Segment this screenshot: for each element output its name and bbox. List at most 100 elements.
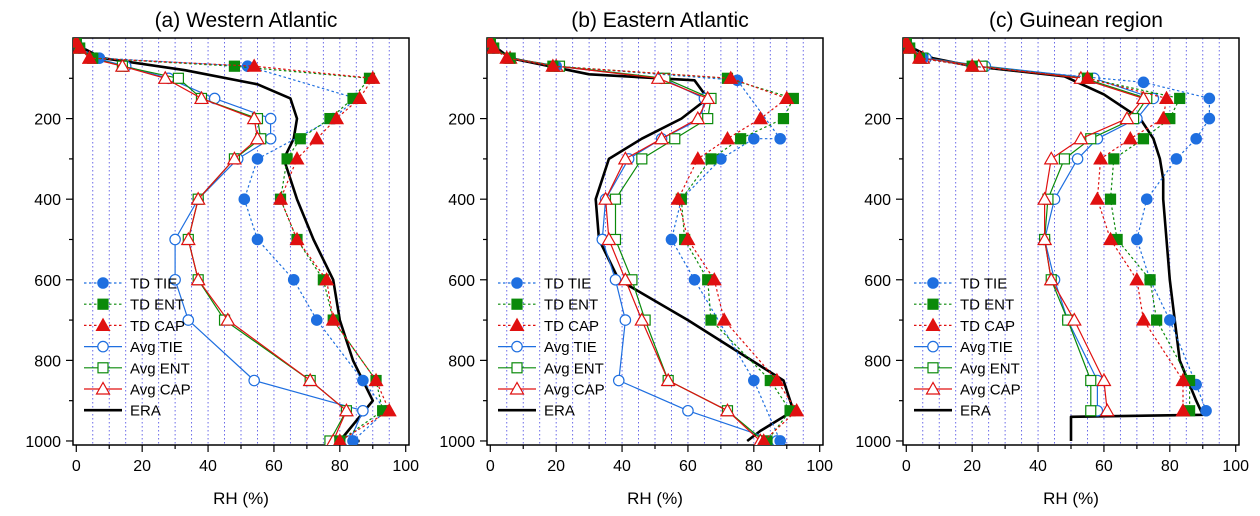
series-line <box>75 41 384 442</box>
series-line <box>489 41 795 442</box>
legend-label: TD ENT <box>960 297 1014 314</box>
data-point <box>601 231 617 246</box>
panel-1: 0 20 40 60 80 100 200 400 600 800 1000 (a) Western … <box>25 9 419 508</box>
legend-swatch-marker <box>509 381 525 395</box>
legend-swatch-marker <box>925 381 941 395</box>
legend-label: Avg CAP <box>544 382 605 399</box>
data-point <box>302 372 318 387</box>
data-point <box>226 151 242 165</box>
legend-label: Avg TIE <box>960 339 1013 356</box>
data-point <box>964 58 980 72</box>
data-point <box>1043 272 1059 286</box>
data-point <box>660 372 676 387</box>
data-point <box>1037 191 1053 205</box>
data-point <box>1200 404 1212 417</box>
legend-swatch-marker <box>95 381 111 395</box>
data-point <box>294 133 306 145</box>
x-axis-label: RH (%) <box>627 489 683 508</box>
data-point <box>1159 90 1175 105</box>
data-point <box>779 90 795 105</box>
legend-item: TD ENT <box>914 297 1014 314</box>
legend-label: TD TIE <box>130 276 177 293</box>
series-line <box>75 41 347 442</box>
data-point <box>769 372 785 387</box>
legend-label: ERA <box>544 403 575 420</box>
data-point <box>911 50 927 64</box>
legend-item: TD TIE <box>498 276 591 293</box>
data-point <box>1203 92 1216 105</box>
data-point <box>1096 372 1112 387</box>
data-point <box>690 151 706 165</box>
data-point <box>114 58 130 72</box>
legend-label: ERA <box>130 403 161 420</box>
legend-label: ERA <box>960 403 991 420</box>
data-point <box>735 133 747 145</box>
data-point <box>193 90 209 105</box>
data-point <box>1131 233 1143 246</box>
data-point <box>1175 403 1191 417</box>
data-point <box>289 151 305 165</box>
x-axis-label: RH (%) <box>1043 489 1099 508</box>
data-point <box>182 314 195 326</box>
legend-item: ERA <box>84 403 161 420</box>
data-point <box>1073 131 1089 145</box>
data-point <box>619 314 632 326</box>
data-point <box>357 374 369 387</box>
data-point <box>650 70 666 84</box>
panel-title: (b) Eastern Atlantic <box>571 9 748 32</box>
panel-3: 0 20 40 60 80 100 200 400 600 800 1000 (c) Guinean … <box>855 9 1249 508</box>
data-point <box>289 231 305 246</box>
y-tick-label: 200 <box>34 112 61 129</box>
y-tick-label: 1000 <box>25 434 61 451</box>
data-point <box>680 231 696 246</box>
legend: TD TIE TD ENT TD CAP Avg TIE Avg ENT Avg CAP E… <box>84 276 191 420</box>
series-line <box>75 41 364 442</box>
legend-item: Avg ENT <box>84 360 190 377</box>
legend-item: TD TIE <box>914 276 1007 293</box>
data-point <box>338 403 354 417</box>
data-point <box>251 233 264 246</box>
data-point <box>612 374 625 387</box>
data-point <box>329 110 345 125</box>
y-tick-label: 1000 <box>439 434 475 451</box>
legend-item: Avg TIE <box>914 339 1013 356</box>
data-point <box>617 272 633 286</box>
legend-item: TD TIE <box>84 276 177 293</box>
y-tick-label: 600 <box>34 273 61 290</box>
y-tick-label: 800 <box>448 353 475 370</box>
data-point <box>903 40 918 54</box>
data-point <box>169 233 181 246</box>
x-axis-label: RH (%) <box>213 489 269 508</box>
series-line <box>489 41 798 442</box>
legend-swatch-marker <box>511 298 523 310</box>
data-point <box>1089 191 1105 205</box>
data-point <box>609 273 622 286</box>
x-tick-label: 0 <box>486 458 495 475</box>
data-point <box>634 312 650 326</box>
x-tick-label: 100 <box>1222 458 1249 475</box>
y-tick-label: 1000 <box>855 434 891 451</box>
data-point <box>700 90 716 105</box>
legend-item: TD CAP <box>498 317 599 335</box>
y-tick-label: 600 <box>864 273 891 290</box>
data-point <box>1085 374 1097 387</box>
data-point <box>670 191 686 205</box>
legend-label: Avg TIE <box>130 339 183 356</box>
data-point <box>545 58 561 72</box>
series-td-cap <box>903 38 1191 417</box>
data-point <box>705 314 717 326</box>
legend-swatch-marker <box>97 340 109 353</box>
data-point <box>636 153 648 165</box>
x-tick-label: 60 <box>679 458 697 475</box>
data-point <box>1174 92 1186 105</box>
data-point <box>1129 272 1145 286</box>
legend-label: TD TIE <box>544 276 591 293</box>
data-point <box>609 193 622 205</box>
legend-swatch-marker <box>927 362 939 374</box>
legend-label: TD CAP <box>130 318 185 335</box>
legend-swatch-marker <box>511 340 523 353</box>
x-tick-label: 20 <box>547 458 565 475</box>
legend-label: TD CAP <box>544 318 599 335</box>
data-point <box>347 435 359 445</box>
